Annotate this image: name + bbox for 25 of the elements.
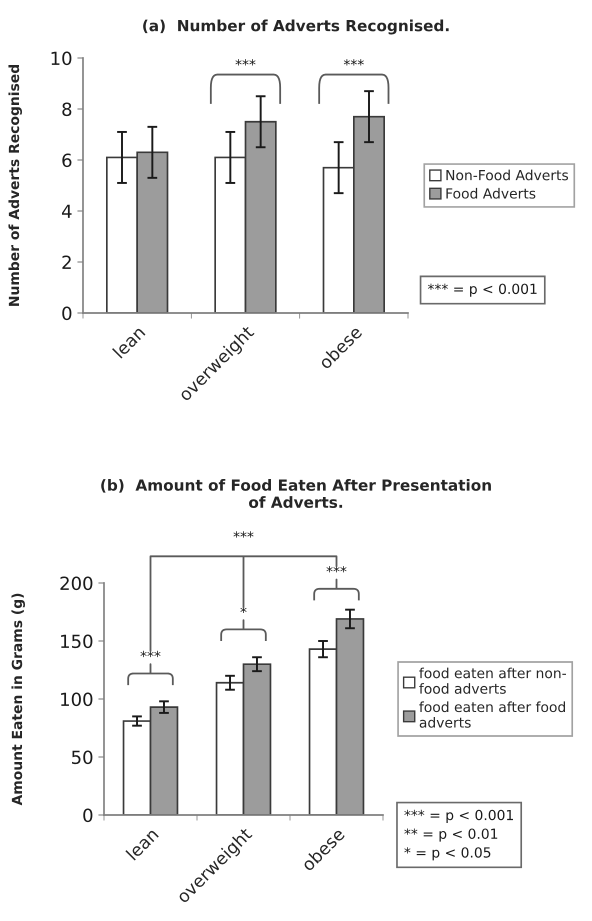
legend-label: Non-Food Adverts	[446, 170, 568, 180]
y-tick-label: 8	[62, 102, 72, 116]
annotation: ***	[140, 650, 160, 658]
text: ***	[234, 531, 254, 538]
y-tick-label: 4	[62, 204, 72, 218]
y-tick-label: 2	[62, 255, 71, 269]
text: *** = p < 0.001 ** = p < 0.01 * = p < 0.05	[404, 810, 513, 860]
y-tick-label: 0	[83, 808, 92, 822]
y-tick-label: 200	[60, 576, 92, 590]
legend-label: food eaten after food adverts	[419, 701, 565, 728]
y-axis-title: Number of Adverts Recognised	[8, 65, 22, 306]
y-tick-label: 100	[61, 692, 92, 706]
y-axis-title: Amount Eaten in Grams (g)	[11, 594, 25, 806]
y-tick-label: 6	[62, 153, 72, 168]
text: *** = p < 0.001	[428, 284, 537, 297]
text: ***	[326, 566, 346, 572]
y-tick-label: 150	[61, 634, 92, 648]
chart-title: (b) Amount of Food Eaten After Presentation of Adverts.	[101, 479, 491, 508]
y-tick-label: 0	[62, 306, 72, 320]
chart-title: (a) Number of Adverts Recognised.	[143, 20, 449, 34]
y-tick-label: 10	[52, 51, 72, 66]
annotation: ***	[344, 59, 364, 66]
y-tick-label: 50	[72, 750, 92, 764]
legend-label: Food Adverts	[446, 188, 536, 199]
annotation: ***	[236, 59, 256, 66]
